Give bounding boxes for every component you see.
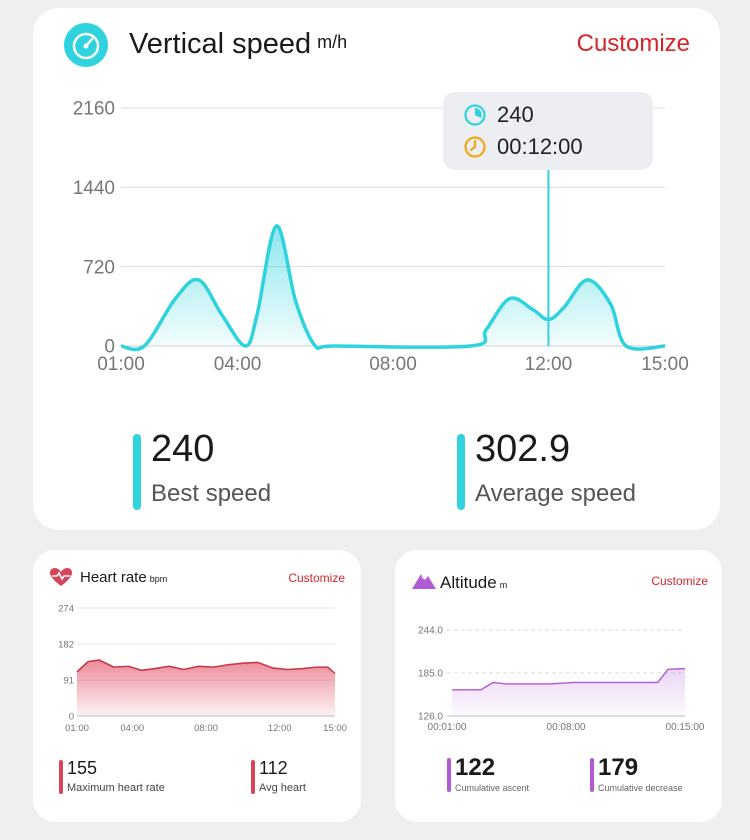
x-tick-label: 08:00 — [194, 723, 218, 734]
y-tick-label: 2160 — [73, 99, 115, 120]
tooltip-speed-row: 240 — [463, 102, 534, 128]
avg-heart-bar — [251, 760, 255, 794]
mountain-icon — [412, 574, 436, 589]
cumulative-ascent-value: 122 — [455, 754, 496, 781]
avg-heart-value: 112 — [259, 758, 288, 778]
best-speed-bar — [133, 434, 141, 510]
x-tick-label: 04:00 — [120, 723, 144, 734]
heart-rate-title: Heart rate bpm — [80, 569, 167, 586]
heart-rate-unit: bpm — [149, 574, 168, 584]
altitude-unit: m — [499, 580, 508, 590]
vertical-speed-unit: m/h — [317, 32, 348, 52]
x-tick-label: 01:00 — [65, 723, 89, 734]
heart-rate-customize-button[interactable]: Customize — [288, 571, 345, 585]
max-heart-rate-value: 155 — [67, 758, 98, 778]
average-speed-value: 302.9 — [475, 428, 571, 470]
y-tick-label: 126.0 — [418, 712, 443, 723]
heart-rate-title-text: Heart rate — [80, 569, 147, 586]
heart-rate-chart: 274 182 91 001:00 04:00 08:00 12:00 15:00 — [58, 603, 347, 734]
chart-tooltip: 240 00:12:00 — [443, 92, 653, 170]
tooltip-time-value: 00:12:00 — [497, 134, 583, 159]
clock-icon — [464, 136, 486, 158]
vertical-speed-chart: 2160 1440 720 001:00 04:00 08:00 12:00 15:00 — [73, 99, 689, 375]
series-area — [121, 225, 665, 350]
y-tick-label: 185.0 — [418, 669, 443, 680]
max-heart-rate-bar — [59, 760, 63, 794]
y-tick-label: 274 — [58, 603, 74, 614]
cumulative-decrease-bar — [590, 758, 594, 792]
x-tick-label: 00:08:00 — [547, 722, 586, 733]
y-tick-label: 182 — [58, 640, 74, 651]
altitude-chart: 244.0 185.0 126.000:01:00 00:08:00 00:15:00 — [418, 626, 705, 734]
x-tick-label: 12:00 — [268, 723, 292, 734]
series-line — [120, 224, 666, 352]
heart-icon — [50, 568, 72, 586]
y-tick-label: 244.0 — [418, 626, 443, 637]
y-tick-label: 1440 — [73, 178, 115, 199]
x-tick-label: 12:00 — [525, 354, 573, 375]
speedometer-icon — [64, 23, 108, 67]
y-tick-label: 720 — [83, 257, 115, 278]
timer-icon — [464, 104, 486, 126]
altitude-title-text: Altitude — [440, 573, 497, 592]
y-tick-label: 91 — [63, 675, 74, 686]
best-speed-value: 240 — [151, 428, 215, 470]
x-tick-label: 08:00 — [369, 354, 417, 375]
y-tick-label: 0 — [69, 711, 74, 722]
heart-rate-card: Heart rate bpm Customize 274 182 91 0 01:00 04… — [33, 550, 361, 822]
x-tick-label: 00:15:00 — [666, 722, 705, 733]
tooltip-speed-value: 240 — [497, 102, 534, 127]
cumulative-ascent-bar — [447, 758, 451, 792]
vertical-speed-card: Vertical speed m/h Customize 2160 1440 720 0… — [33, 8, 720, 530]
series-area — [77, 660, 335, 716]
vertical-speed-title: Vertical speed m/h — [129, 28, 347, 61]
series-line — [76, 659, 336, 675]
x-tick-label: 15:00 — [641, 354, 689, 375]
altitude-card: Altitude m Customize 244.0 185.0 126.0 00:01… — [395, 550, 722, 822]
series-area — [452, 668, 685, 716]
best-speed-label: Best speed — [151, 480, 272, 507]
cumulative-decrease-label: Cumulative decrease — [598, 783, 683, 793]
cumulative-ascent-label: Cumulative ascent — [455, 783, 530, 793]
altitude-customize-button[interactable]: Customize — [651, 574, 708, 588]
vertical-speed-customize-button[interactable]: Customize — [576, 30, 690, 57]
avg-heart-label: Avg heart — [259, 782, 306, 794]
x-tick-label: 01:00 — [97, 354, 145, 375]
x-tick-label: 04:00 — [214, 354, 262, 375]
cumulative-decrease-value: 179 — [598, 754, 639, 781]
x-tick-label: 00:01:00 — [428, 722, 467, 733]
series-line — [452, 667, 686, 691]
average-speed-label: Average speed — [475, 480, 637, 507]
altitude-title: Altitude m — [440, 573, 507, 593]
max-heart-rate-label: Maximum heart rate — [67, 782, 165, 794]
tooltip-time-row: 00:12:00 — [463, 134, 583, 160]
vertical-speed-title-text: Vertical speed — [129, 28, 312, 60]
y-tick-label: 0 — [104, 337, 115, 358]
average-speed-bar — [457, 434, 465, 510]
x-tick-label: 15:00 — [323, 723, 347, 734]
